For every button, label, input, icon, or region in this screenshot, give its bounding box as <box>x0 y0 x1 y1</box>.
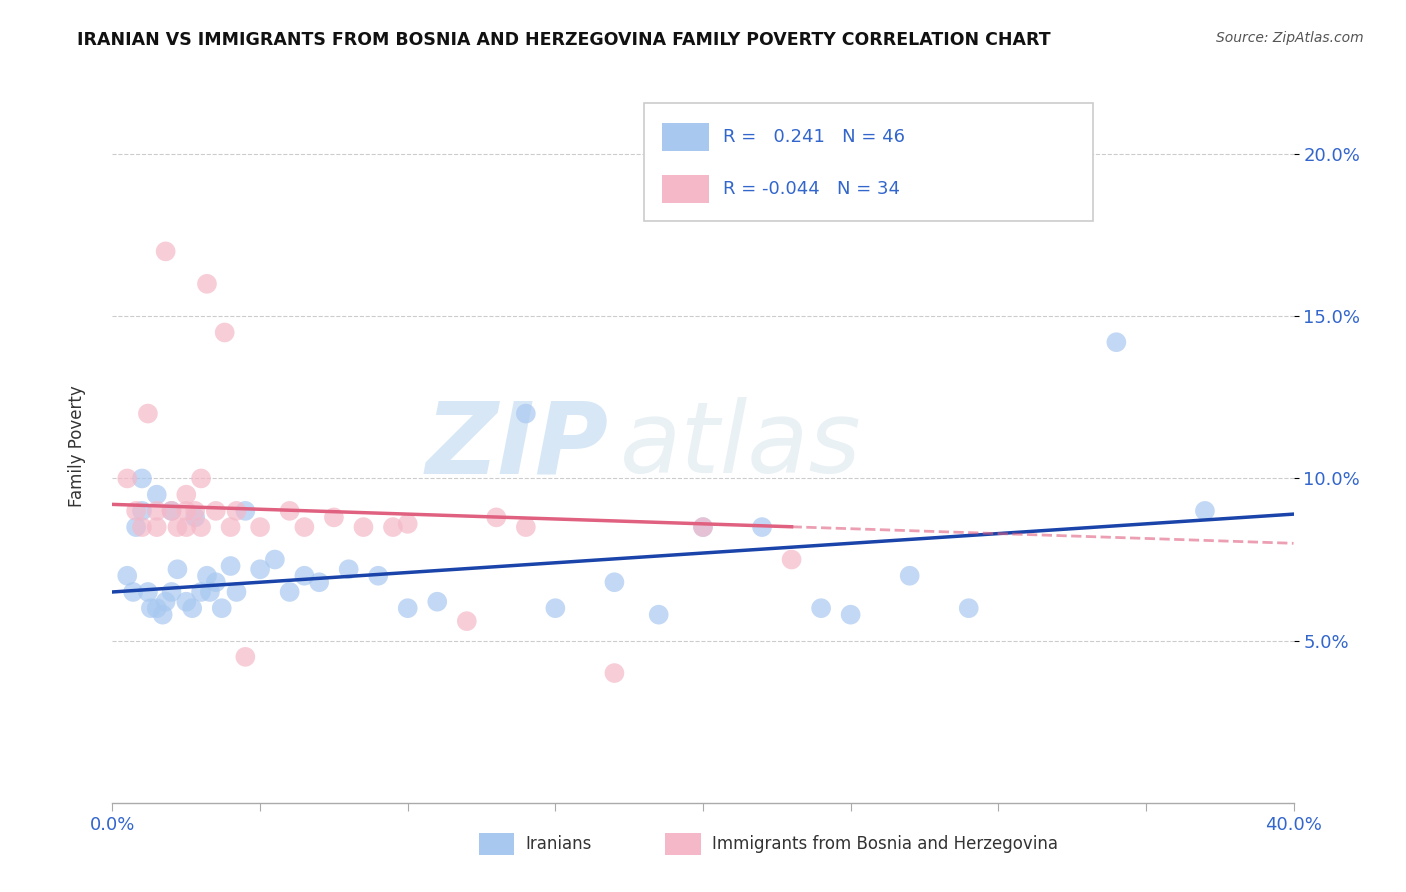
FancyBboxPatch shape <box>644 103 1092 221</box>
Text: R = -0.044   N = 34: R = -0.044 N = 34 <box>723 180 900 198</box>
Point <box>323 510 346 524</box>
Point <box>515 407 537 421</box>
Point <box>139 601 162 615</box>
Point <box>146 504 169 518</box>
Point <box>155 244 177 259</box>
Point <box>190 471 212 485</box>
Point <box>131 520 153 534</box>
Point <box>603 666 626 681</box>
Point <box>426 595 449 609</box>
Point <box>1105 335 1128 350</box>
Point <box>166 562 188 576</box>
Text: IRANIAN VS IMMIGRANTS FROM BOSNIA AND HERZEGOVINA FAMILY POVERTY CORRELATION CHA: IRANIAN VS IMMIGRANTS FROM BOSNIA AND HE… <box>77 31 1050 49</box>
Point <box>152 607 174 622</box>
Point <box>1194 504 1216 518</box>
Point <box>396 516 419 531</box>
Point <box>117 471 138 485</box>
Point <box>382 520 405 534</box>
Point <box>131 471 153 485</box>
Point <box>219 520 242 534</box>
Bar <box>662 123 709 152</box>
Point <box>225 585 247 599</box>
Point <box>117 568 138 582</box>
Point <box>160 585 183 599</box>
Point <box>184 504 207 518</box>
Point <box>647 607 671 622</box>
Point <box>544 601 567 615</box>
Point <box>292 568 315 582</box>
Point <box>211 601 233 615</box>
Point <box>146 488 169 502</box>
Point <box>367 568 389 582</box>
Point <box>205 504 228 518</box>
Point <box>515 520 537 534</box>
Point <box>195 277 218 291</box>
Point <box>181 601 204 615</box>
Point <box>337 562 360 576</box>
Point <box>136 585 159 599</box>
Point <box>125 504 148 518</box>
Point <box>122 585 145 599</box>
Text: Source: ZipAtlas.com: Source: ZipAtlas.com <box>1216 31 1364 45</box>
Point <box>396 601 419 615</box>
Point <box>308 575 330 590</box>
Point <box>278 504 301 518</box>
Point <box>292 520 315 534</box>
Point <box>898 568 921 582</box>
Point <box>146 520 169 534</box>
Text: Family Poverty: Family Poverty <box>69 385 86 507</box>
Point <box>155 595 177 609</box>
Point <box>184 510 207 524</box>
Point <box>249 520 271 534</box>
Point <box>456 614 478 628</box>
Point <box>160 504 183 518</box>
Point <box>810 601 832 615</box>
Point <box>225 504 247 518</box>
Bar <box>478 833 515 855</box>
Text: atlas: atlas <box>620 398 862 494</box>
Point <box>160 504 183 518</box>
Point <box>146 601 169 615</box>
Point <box>136 407 159 421</box>
Point <box>249 562 271 576</box>
Point <box>198 585 221 599</box>
Point <box>131 504 153 518</box>
Point <box>125 520 148 534</box>
Point <box>214 326 236 340</box>
Point <box>352 520 374 534</box>
Text: R =   0.241   N = 46: R = 0.241 N = 46 <box>723 128 905 146</box>
Point <box>205 575 228 590</box>
Point <box>174 595 197 609</box>
Point <box>264 552 287 566</box>
Point <box>692 520 714 534</box>
Text: Immigrants from Bosnia and Herzegovina: Immigrants from Bosnia and Herzegovina <box>713 835 1059 853</box>
Point <box>166 520 188 534</box>
Bar <box>662 175 709 203</box>
Point <box>174 488 197 502</box>
Point <box>174 504 197 518</box>
Point <box>278 585 301 599</box>
Point <box>219 559 242 574</box>
Point <box>190 585 212 599</box>
Point <box>692 520 714 534</box>
Point <box>485 510 508 524</box>
Point <box>233 649 256 664</box>
Point <box>174 520 197 534</box>
Point <box>957 601 980 615</box>
Text: Iranians: Iranians <box>526 835 592 853</box>
Point <box>780 552 803 566</box>
Point <box>195 568 218 582</box>
Point <box>839 607 862 622</box>
Text: ZIP: ZIP <box>426 398 609 494</box>
Point <box>751 520 773 534</box>
Bar <box>665 833 700 855</box>
Point <box>603 575 626 590</box>
Point <box>190 520 212 534</box>
Point <box>233 504 256 518</box>
